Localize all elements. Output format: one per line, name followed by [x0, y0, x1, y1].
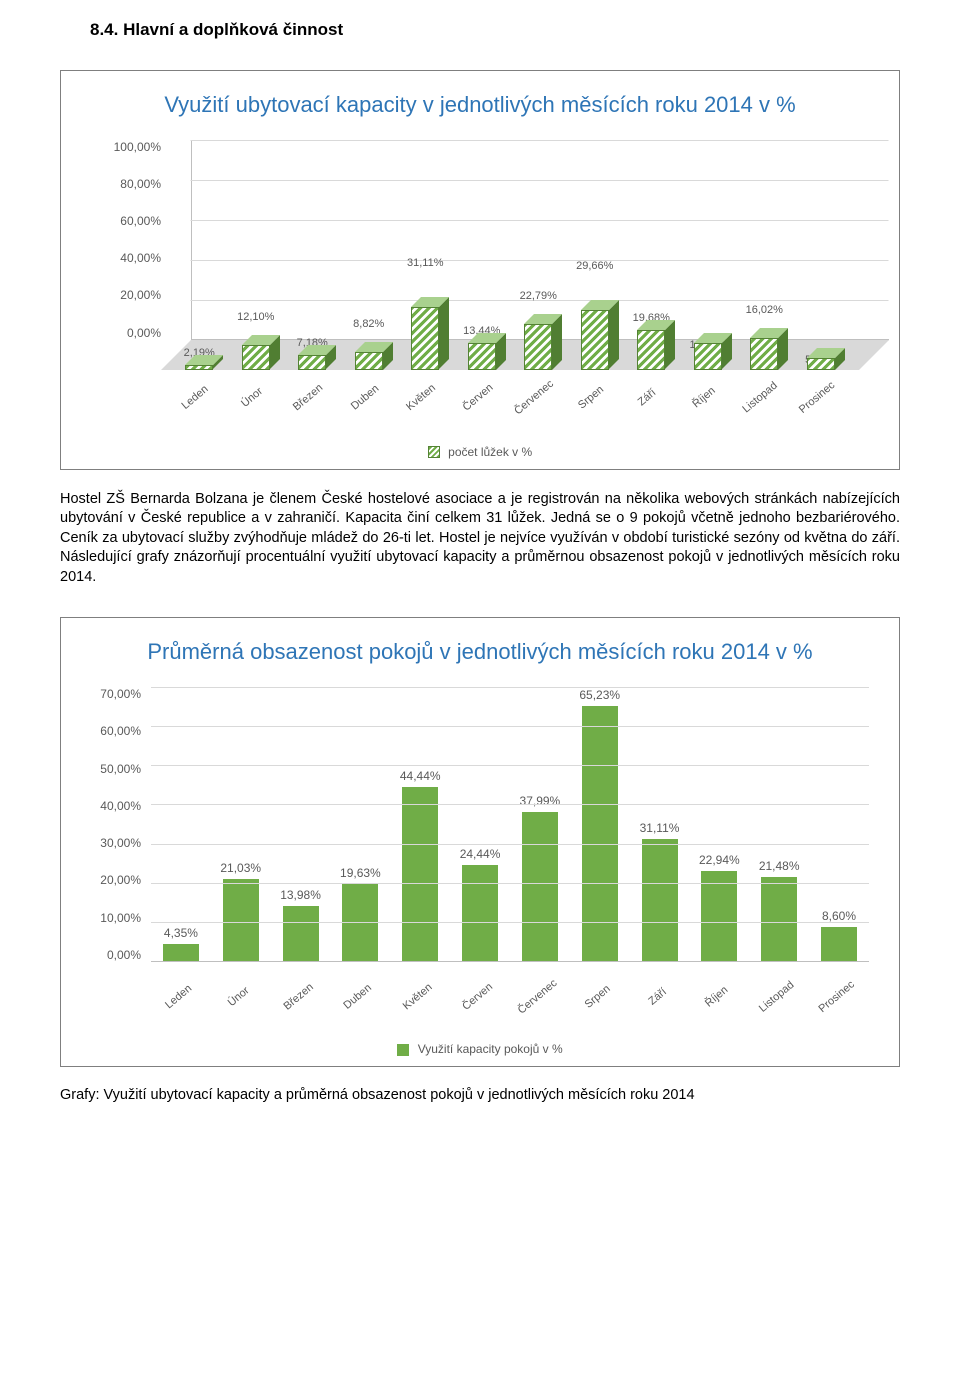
chart2-xlabel: Prosinec [798, 959, 879, 1040]
chart2-bar-slot: 65,23% [570, 687, 630, 961]
chart2-gridline [151, 804, 869, 805]
chart2-plotarea: 4,35% 21,03% 13,98% 19,63% 44,44% 24,44% 37,99… [151, 687, 869, 962]
chart1-bar-label: 16,02% [746, 304, 783, 316]
chart2-ytick: 20,00% [86, 873, 141, 887]
chart2-bar-slot: 19,63% [330, 687, 390, 961]
chart1-bar [581, 310, 609, 369]
chart2-bar-slot: 21,03% [211, 687, 271, 961]
chart1-bar [411, 307, 439, 369]
chart2-gridline [151, 922, 869, 923]
chart2-bar-label: 65,23% [579, 688, 620, 702]
chart1-ytick: 60,00% [91, 214, 161, 228]
chart2-bar [462, 865, 498, 961]
chart2-bar-slot: 44,44% [390, 687, 450, 961]
chart2-frame: Průměrná obsazenost pokojů v jednotlivýc… [60, 617, 900, 1067]
chart2-bar [522, 812, 558, 961]
chart2-legend: Využití kapacity pokojů v % [81, 1042, 879, 1056]
paragraph: Hostel ZŠ Bernarda Bolzana je členem Čes… [60, 490, 900, 588]
chart2-gridline [151, 883, 869, 884]
chart1-ytick: 80,00% [91, 177, 161, 191]
chart1-bars: 2,19%12,10%7,18%8,82%31,11%13,44%22,79%2… [171, 170, 849, 370]
chart1-legend-label: počet lůžek v % [448, 445, 532, 459]
chart2-legend-swatch [397, 1044, 409, 1056]
chart2-bar-slot: 22,94% [689, 687, 749, 961]
chart1-ytick: 0,00% [91, 326, 161, 340]
chart1-bar-label: 8,82% [353, 318, 384, 330]
chart2-bars: 4,35% 21,03% 13,98% 19,63% 44,44% 24,44% 37,99… [151, 687, 869, 961]
chart1-bar-slot: 31,11% [397, 307, 454, 369]
chart2-bar-slot: 37,99% [510, 687, 570, 961]
chart1-ytick: 40,00% [91, 251, 161, 265]
chart2-bar-label: 21,03% [220, 861, 261, 875]
chart2-bar-label: 44,44% [400, 769, 441, 783]
chart2-ytick: 0,00% [86, 948, 141, 962]
chart1-ytick: 20,00% [91, 288, 161, 302]
chart2-bar-label: 13,98% [280, 888, 321, 902]
chart2-gridline [151, 765, 869, 766]
chart2-bar-slot: 13,98% [271, 687, 331, 961]
chart1-bar-slot: 29,66% [567, 310, 624, 369]
chart2-bar-slot: 21,48% [749, 687, 809, 961]
chart2-bar-label: 4,35% [164, 926, 198, 940]
chart2-gridline [151, 844, 869, 845]
chart1-xlabel: Prosinec [781, 363, 860, 441]
chart2-bar-label: 21,48% [759, 859, 800, 873]
chart2-legend-label: Využití kapacity pokojů v % [418, 1042, 563, 1056]
chart1-ytick: 100,00% [91, 140, 161, 154]
chart1-bar-slot: 22,79% [510, 324, 567, 370]
chart1-yaxis: 100,00% 80,00% 60,00% 40,00% 20,00% 0,00% [91, 140, 161, 340]
chart2-ytick: 10,00% [86, 911, 141, 925]
chart2-plot: 70,00% 60,00% 50,00% 40,00% 30,00% 20,00% 10,0… [86, 687, 874, 1027]
chart1-plot: 100,00%80,00%60,00%40,00%20,00%0,00% 2,1… [91, 140, 869, 430]
chart2-bar [283, 906, 319, 961]
chart1-bar-label: 29,66% [576, 260, 613, 272]
chart2-bar [821, 927, 857, 961]
chart2-bar [223, 879, 259, 961]
chart2-gridline [151, 726, 869, 727]
chart2-bar-slot: 8,60% [809, 687, 869, 961]
chart1-xaxis: LedenÚnorBřezenDubenKvětenČervenČervenec… [171, 375, 849, 430]
chart2-bar-label: 19,63% [340, 866, 381, 880]
chart2-ytick: 50,00% [86, 762, 141, 776]
chart1-legend: počet lůžek v % [81, 445, 879, 459]
chart1-legend-swatch [428, 446, 440, 458]
chart1-bar-label: 22,79% [520, 290, 557, 302]
chart2-title: Průměrná obsazenost pokojů v jednotlivýc… [81, 638, 879, 667]
chart2-bar-label: 31,11% [640, 821, 680, 835]
chart1-bar-label: 12,10% [237, 311, 274, 323]
chart2-ytick: 30,00% [86, 836, 141, 850]
chart2-bar-slot: 24,44% [450, 687, 510, 961]
chart2-ytick: 70,00% [86, 687, 141, 701]
chart2-bar [402, 787, 438, 961]
chart2-bar-label: 37,99% [520, 794, 561, 808]
chart2-bar-slot: 4,35% [151, 687, 211, 961]
chart2-bar [163, 944, 199, 961]
chart2-gridline [151, 687, 869, 688]
chart1-bar [637, 330, 665, 369]
chart2-bar [701, 871, 737, 961]
chart2-bar-label: 24,44% [460, 847, 501, 861]
chart1-bar [524, 324, 552, 370]
chart2-ytick: 40,00% [86, 799, 141, 813]
chart1-bar-slot: 19,68% [623, 330, 680, 369]
chart1-title: Využití ubytovací kapacity v jednotlivýc… [81, 91, 879, 120]
chart2-ytick: 60,00% [86, 724, 141, 738]
chart2-bar-label: 22,94% [699, 853, 740, 867]
chart2-xaxis: LedenÚnorBřezenDubenKvětenČervenČervenec… [151, 972, 869, 1027]
chart1-gridline [161, 140, 889, 170]
chart1-bar-label: 31,11% [407, 257, 444, 269]
chart2-bar [642, 839, 678, 961]
chart1-frame: Využití ubytovací kapacity v jednotlivýc… [60, 70, 900, 470]
footer-caption: Grafy: Využití ubytovací kapacity a prům… [60, 1087, 900, 1103]
section-heading: 8.4. Hlavní a doplňková činnost [90, 20, 900, 40]
chart2-yaxis: 70,00% 60,00% 50,00% 40,00% 30,00% 20,00% 10,0… [86, 687, 141, 962]
chart2-bar-slot: 31,11% [630, 687, 690, 961]
chart2-bar [761, 877, 797, 961]
